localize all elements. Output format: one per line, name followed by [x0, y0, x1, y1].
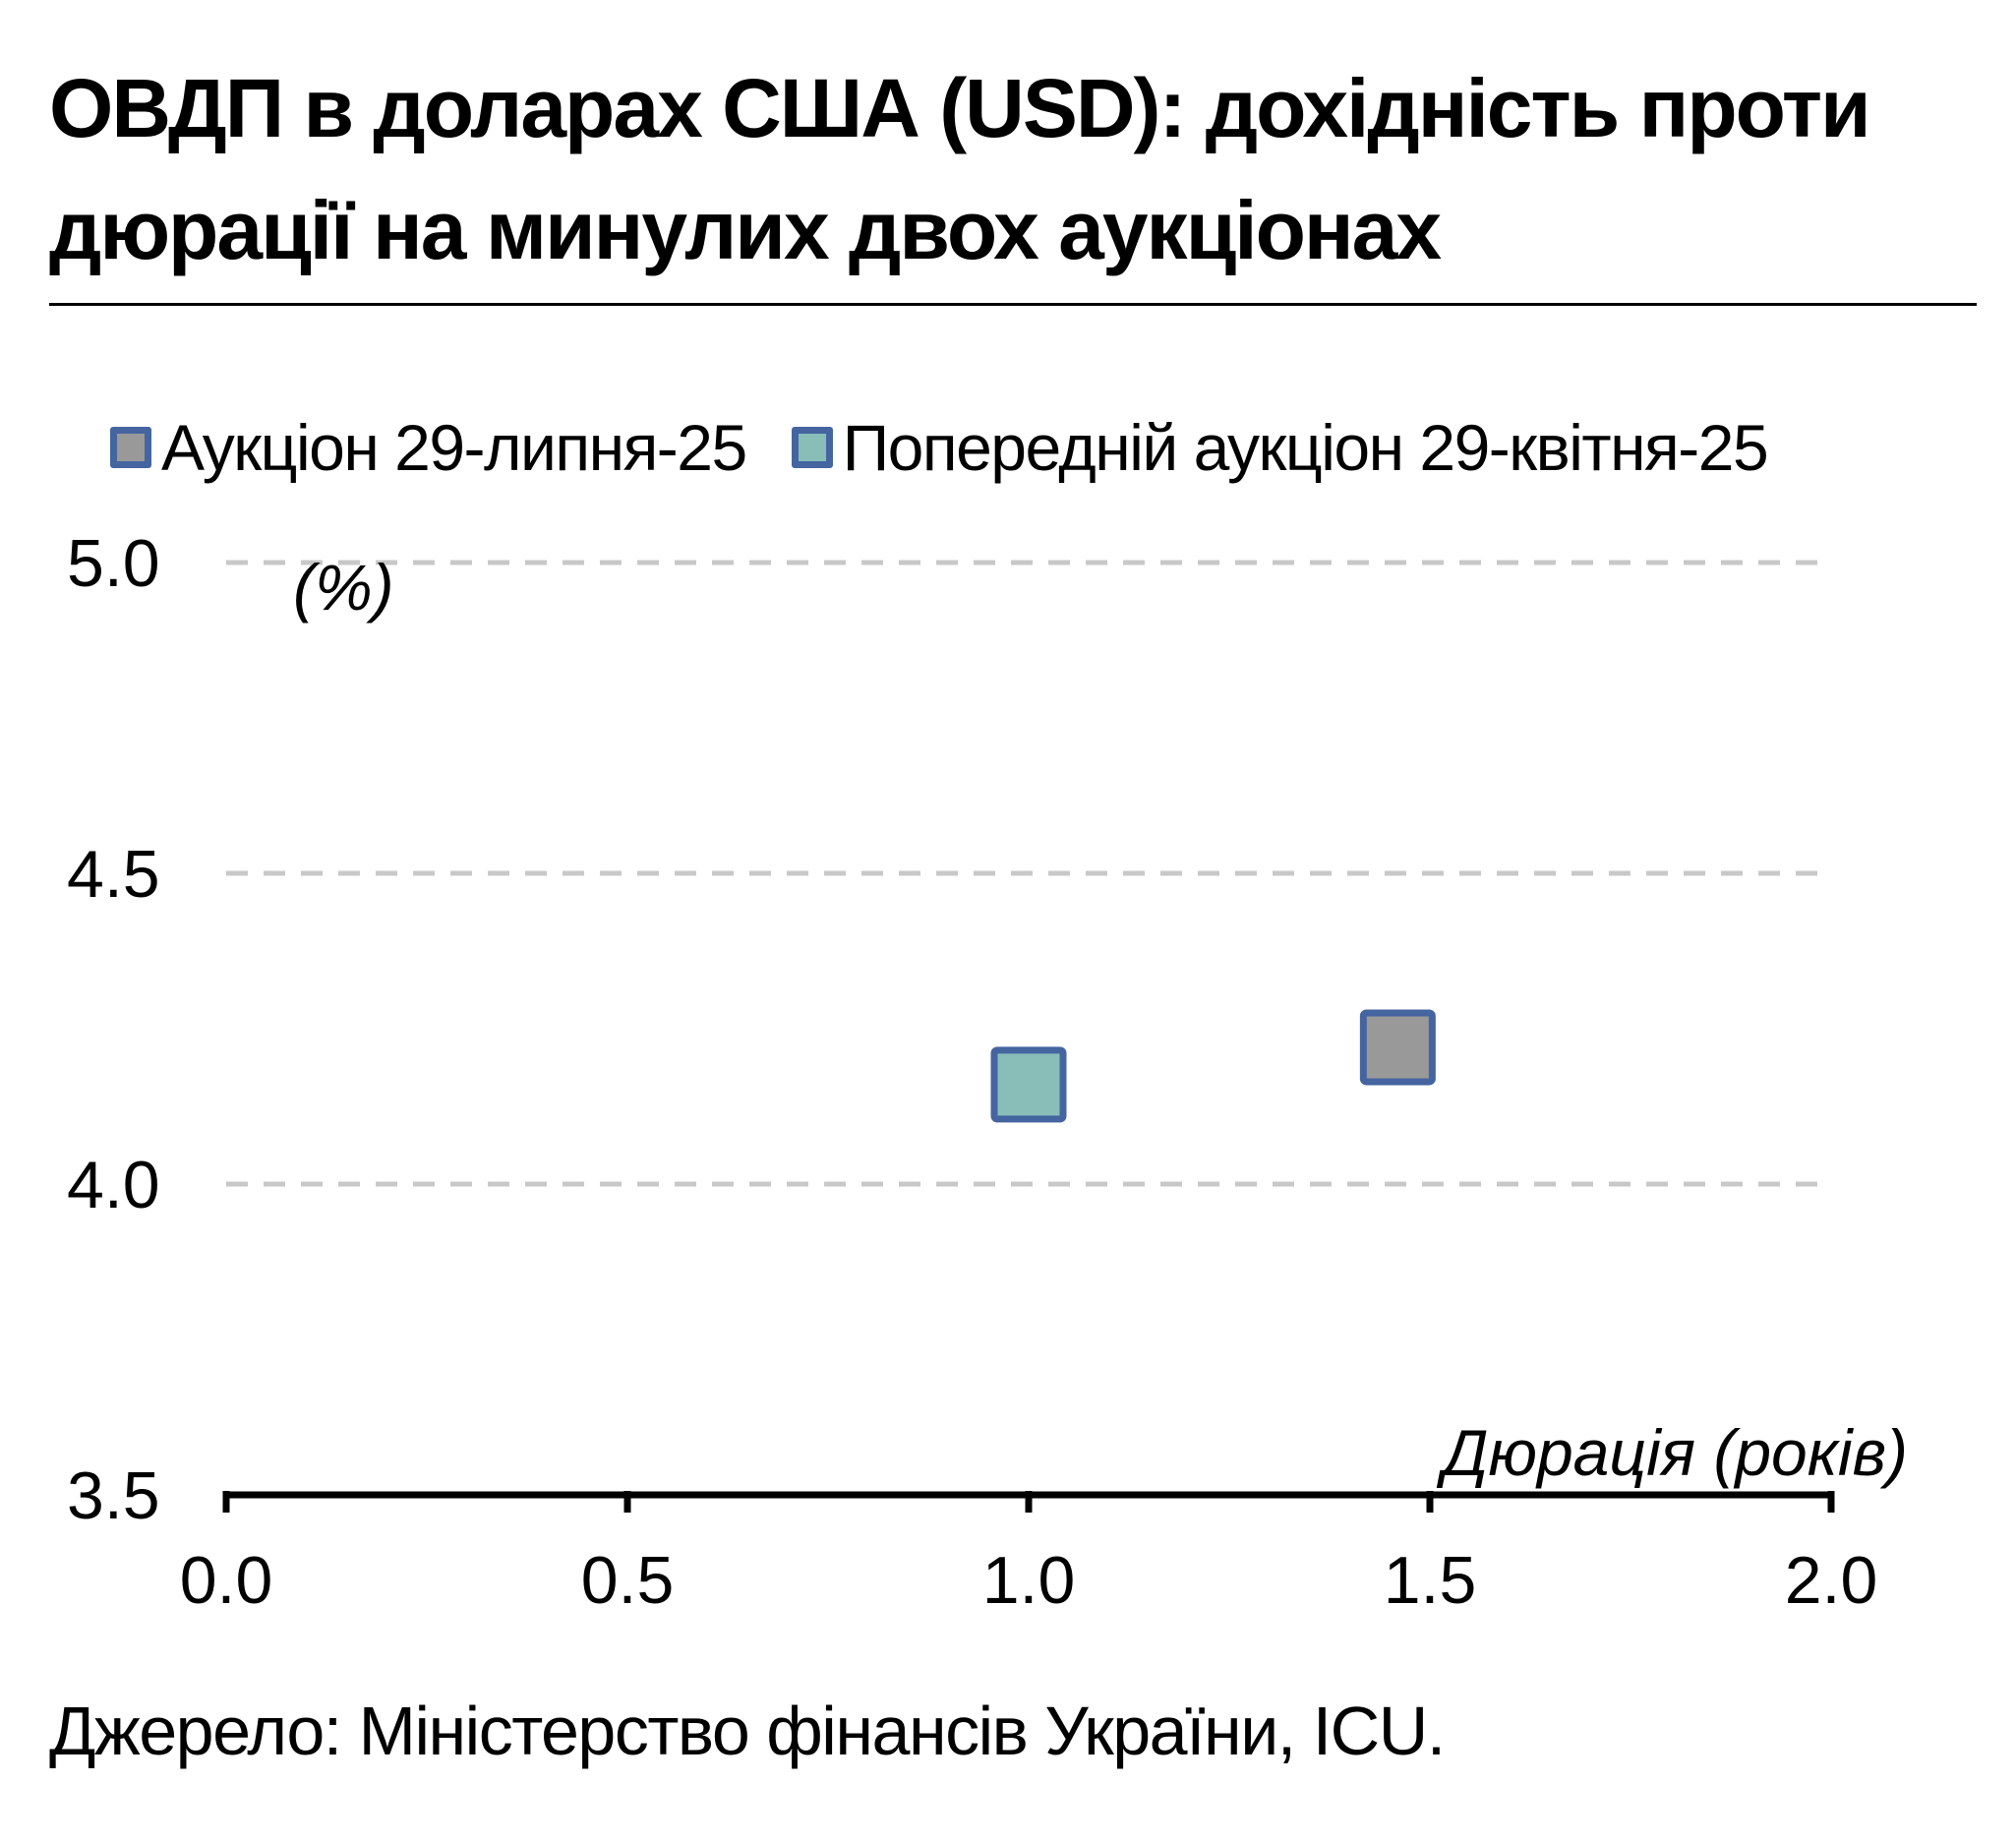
x-tick-label: 2.0 [1785, 1543, 1878, 1618]
x-tick-label: 0.5 [581, 1543, 675, 1618]
y-tick-label: 5.0 [67, 526, 160, 601]
legend-swatch-previous [791, 427, 833, 468]
legend-label-previous: Попередній аукціон 29-квітня-25 [842, 411, 1769, 484]
y-tick-label: 4.0 [67, 1148, 160, 1222]
data-point-current [1359, 1009, 1436, 1086]
source-note: Джерело: Міністерство фінансів України, … [49, 1693, 1446, 1769]
y-axis-title: (%) [293, 551, 394, 624]
x-tick-label: 0.0 [180, 1543, 273, 1618]
y-tick-label: 3.5 [67, 1458, 160, 1533]
chart-legend: Аукціон 29-липня-25 Попередній аукціон 2… [110, 403, 1812, 492]
legend-label-current: Аукціон 29-липня-25 [161, 411, 747, 484]
legend-swatch-current [110, 427, 151, 468]
legend-item-current: Аукціон 29-липня-25 [110, 410, 747, 485]
data-points [990, 1009, 1436, 1123]
title-divider [49, 303, 1977, 306]
data-point-previous [990, 1046, 1067, 1123]
grid-lines [226, 560, 1831, 1187]
x-axis-tick-labels: 0.0 0.5 1.0 1.5 2.0 [180, 1543, 1878, 1618]
x-axis [222, 1491, 1835, 1513]
y-tick-label: 4.5 [67, 837, 160, 912]
legend-item-previous: Попередній аукціон 29-квітня-25 [791, 410, 1769, 485]
chart-title: ОВДП в доларах США (USD): дохідність про… [49, 62, 1871, 276]
x-tick-label: 1.0 [982, 1543, 1076, 1618]
x-axis-title: Дюрація (років) [1436, 1416, 1908, 1489]
x-tick-label: 1.5 [1384, 1543, 1477, 1618]
y-axis-tick-labels: 3.5 4.0 4.5 5.0 [67, 526, 160, 1533]
